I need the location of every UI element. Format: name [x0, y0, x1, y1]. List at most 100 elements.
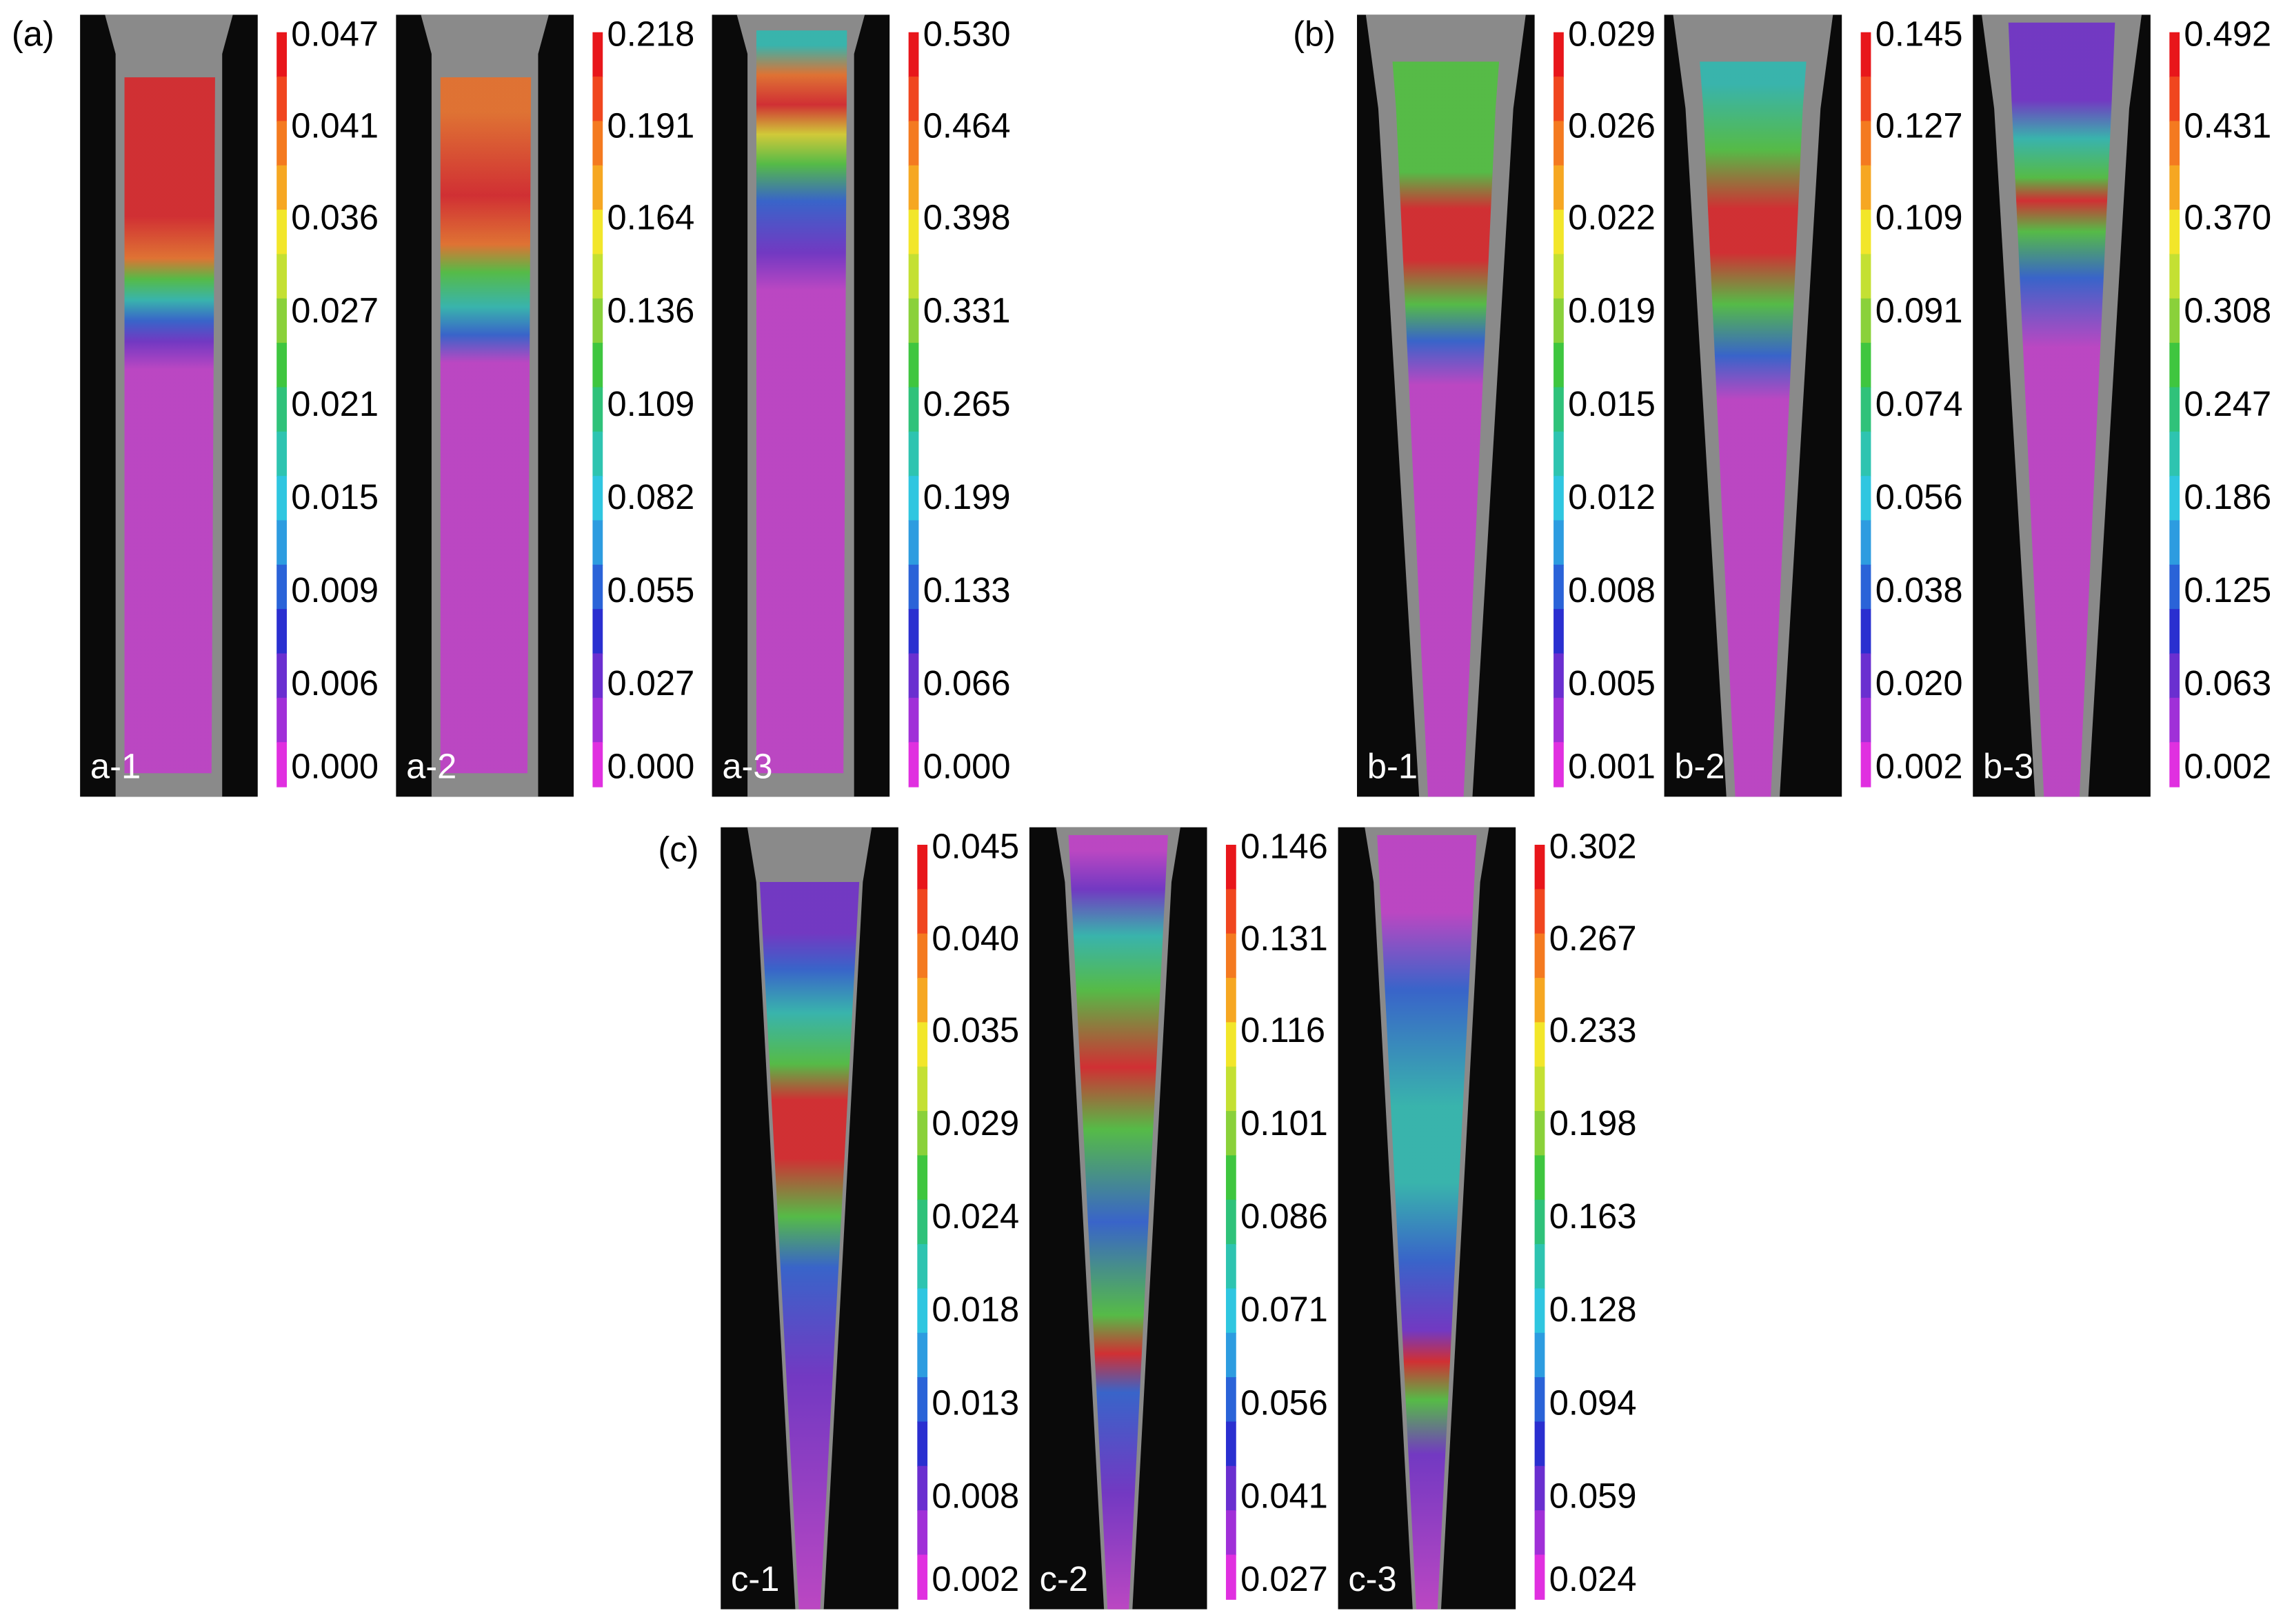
colorbar-band [1225, 1554, 1236, 1600]
colorbar-band [592, 387, 603, 432]
colorbar-band [1225, 1510, 1236, 1556]
colorbar-tick-label: 0.308 [2184, 291, 2271, 330]
colorbar-band [908, 431, 919, 477]
colorbar-band [2169, 653, 2180, 699]
colorbar-tick-label: 0.492 [2184, 14, 2271, 53]
colorbar-tick-label: 0.029 [932, 1103, 1019, 1143]
colorbar-band [1553, 210, 1564, 255]
colorbar-tick-label: 0.059 [1549, 1476, 1637, 1516]
colorbar-band [908, 520, 919, 565]
colorbar-tick-label: 0.015 [1568, 384, 1656, 423]
colorbar-band [1553, 520, 1564, 565]
colorbar-tick-label: 0.013 [932, 1383, 1019, 1422]
colorbar-band [917, 933, 928, 979]
strain-field [759, 882, 860, 1610]
strain-field [1377, 835, 1477, 1610]
colorbar-band [276, 431, 287, 477]
colorbar-band [1553, 387, 1564, 432]
colorbar-tick-label: 0.131 [1240, 919, 1328, 958]
colorbar-band [1860, 387, 1871, 432]
subpanel-label: a-2 [406, 747, 456, 786]
colorbar-band [908, 697, 919, 743]
colorbar-band [2169, 254, 2180, 299]
strain-field [1700, 61, 1807, 797]
colorbar-tick-label: 0.045 [932, 827, 1019, 866]
colorbar-band [1860, 653, 1871, 699]
colorbar-tick-label: 0.265 [923, 384, 1011, 423]
subpanel: a-3 0.530 0.464 0.398 0.331 0.265 0.199 0.133 0.… [712, 14, 1011, 797]
colorbar-tick-label: 0.026 [1568, 106, 1656, 145]
colorbar-band [1553, 298, 1564, 344]
colorbar-band [1860, 609, 1871, 654]
colorbar-band [1860, 121, 1871, 166]
colorbar-band [1860, 431, 1871, 477]
colorbar-tick-label: 0.021 [291, 384, 379, 423]
subpanel-label: b-1 [1367, 747, 1418, 786]
colorbar-band [1860, 165, 1871, 211]
colorbar-band [908, 254, 919, 299]
colorbar-tick-label: 0.038 [1875, 570, 1963, 610]
colorbar-tick-label: 0.024 [1549, 1559, 1637, 1598]
colorbar-band [1225, 978, 1236, 1023]
colorbar-tick-label: 0.035 [932, 1010, 1019, 1050]
colorbar-tick-label: 0.164 [607, 198, 695, 237]
colorbar-tick-label: 0.027 [291, 291, 379, 330]
colorbar-band [1553, 609, 1564, 654]
colorbar-band [276, 165, 287, 211]
colorbar-band [1553, 697, 1564, 743]
colorbar-band [1534, 1066, 1545, 1112]
colorbar-tick-label: 0.145 [1875, 14, 1963, 53]
colorbar-band [917, 1155, 928, 1201]
subpanel-label: a-3 [722, 747, 772, 786]
colorbar-band [1534, 1465, 1545, 1512]
subpanel: c-2 0.146 0.131 0.116 0.101 0.086 0.071 0.056 0.… [1029, 827, 1328, 1610]
colorbar-tick-label: 0.133 [923, 570, 1011, 610]
colorbar-band [1225, 1066, 1236, 1112]
colorbar-band [2169, 742, 2180, 788]
colorbar-band [2169, 298, 2180, 344]
colorbar-band [276, 121, 287, 166]
colorbar-band [2169, 32, 2180, 78]
subpanel-label: b-3 [1983, 747, 2033, 786]
colorbar-tick-label: 0.186 [2184, 477, 2271, 517]
colorbar-band [1553, 343, 1564, 388]
colorbar-tick-label: 0.063 [2184, 663, 2271, 703]
colorbar-band [908, 343, 919, 388]
colorbar-band [276, 564, 287, 610]
colorbar-tick-label: 0.464 [923, 106, 1011, 145]
colorbar-tick-label: 0.047 [291, 14, 379, 53]
colorbar-tick-label: 0.370 [2184, 198, 2271, 237]
subpanel: b-3 0.492 0.431 0.370 0.308 0.247 0.186 0.125 0.… [1973, 14, 2271, 797]
colorbar-band [1225, 1155, 1236, 1201]
colorbar-tick-label: 0.101 [1240, 1103, 1328, 1143]
colorbar-tick-label: 0.056 [1240, 1383, 1328, 1422]
colorbar-tick-label: 0.163 [1549, 1196, 1637, 1236]
colorbar-band [1553, 77, 1564, 122]
colorbar-tick-label: 0.094 [1549, 1383, 1637, 1422]
colorbar-band [908, 387, 919, 432]
colorbar-band [1860, 32, 1871, 78]
colorbar-tick-label: 0.199 [923, 477, 1011, 517]
colorbar-tick-label: 0.091 [1875, 291, 1963, 330]
colorbar-tick-label: 0.015 [291, 477, 379, 517]
colorbar-band [2169, 165, 2180, 211]
colorbar-band [1534, 1421, 1545, 1467]
colorbar-tick-label: 0.029 [1568, 14, 1656, 53]
colorbar-tick-label: 0.022 [1568, 198, 1656, 237]
subpanel: b-2 0.145 0.127 0.109 0.091 0.074 0.056 0.038 0.… [1664, 14, 1963, 797]
strain-field [440, 77, 532, 774]
colorbar-tick-label: 0.398 [923, 198, 1011, 237]
colorbar-tick-label: 0.431 [2184, 106, 2271, 145]
colorbar-band [592, 564, 603, 610]
colorbar-band [1534, 1332, 1545, 1379]
colorbar-band [917, 1465, 928, 1512]
colorbar-band [1553, 564, 1564, 610]
colorbar-band [592, 520, 603, 565]
colorbar-tick-label: 0.020 [1875, 663, 1963, 703]
colorbar-band [1534, 1288, 1545, 1334]
colorbar-band [908, 210, 919, 255]
colorbar-band [276, 298, 287, 344]
colorbar-band [592, 609, 603, 654]
colorbar-band [276, 254, 287, 299]
colorbar-tick-label: 0.027 [1240, 1559, 1328, 1598]
